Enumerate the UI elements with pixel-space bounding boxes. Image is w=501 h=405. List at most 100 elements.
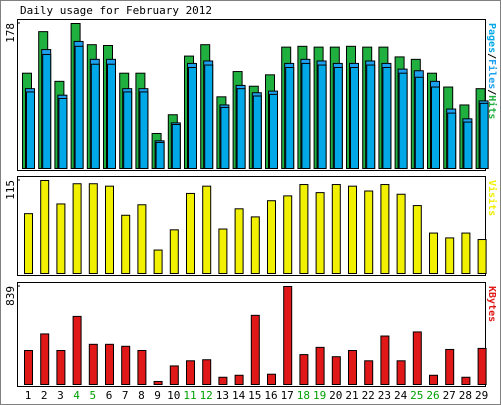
bar	[380, 335, 390, 386]
bar	[477, 239, 487, 275]
bar	[121, 214, 131, 274]
day-label: 1	[25, 389, 32, 402]
y-max-label: 178	[4, 23, 17, 43]
bar	[72, 315, 82, 385]
bar	[72, 183, 82, 275]
bar	[412, 331, 422, 386]
bar	[269, 93, 278, 169]
legend-entry: KBytes	[486, 286, 497, 322]
day-label: 19	[313, 389, 326, 402]
bar	[398, 72, 408, 169]
bar	[218, 228, 228, 275]
bar	[301, 62, 311, 169]
day-label: 17	[281, 389, 294, 402]
bar	[366, 64, 376, 169]
day-label: 15	[248, 389, 261, 402]
bar	[234, 374, 244, 385]
bar	[155, 141, 165, 170]
bar	[236, 88, 246, 169]
bar	[331, 356, 341, 385]
bar	[315, 192, 325, 274]
bar	[107, 63, 116, 169]
bar	[445, 237, 455, 274]
legend-entry: Visits	[486, 180, 498, 216]
day-label: 29	[475, 389, 488, 402]
bar	[40, 333, 50, 386]
bar	[24, 350, 33, 385]
day-label: 9	[154, 389, 161, 402]
bar	[24, 213, 33, 275]
day-label: 28	[459, 389, 472, 402]
bar	[90, 63, 100, 169]
day-label: 24	[394, 389, 408, 402]
legend-separator: /	[486, 89, 497, 95]
day-label: 23	[378, 389, 391, 402]
day-label: 5	[89, 389, 96, 402]
bar	[169, 229, 179, 274]
bar	[267, 373, 276, 386]
day-label: 3	[57, 389, 64, 402]
bar	[380, 184, 390, 274]
bar	[74, 45, 84, 169]
bar	[396, 360, 406, 386]
day-label: 25	[410, 389, 423, 402]
day-label: 13	[216, 389, 229, 402]
day-label: 8	[138, 389, 145, 402]
bar	[88, 183, 98, 275]
bar	[250, 314, 260, 385]
day-label: 14	[232, 389, 246, 402]
bar	[105, 343, 114, 385]
bar	[431, 86, 440, 169]
bar	[299, 354, 309, 386]
day-label: 6	[106, 389, 113, 402]
bar	[58, 97, 68, 169]
day-label: 12	[200, 389, 213, 402]
bar	[218, 376, 228, 386]
bar	[331, 184, 341, 274]
day-label: 20	[329, 389, 342, 402]
bar	[285, 66, 295, 169]
bar	[220, 106, 230, 169]
y-max-label: 115	[4, 180, 17, 200]
bar	[333, 66, 343, 169]
bar	[461, 232, 471, 274]
bar	[139, 91, 149, 169]
bar	[412, 205, 422, 274]
legend: KBytes	[486, 286, 497, 322]
bar	[283, 195, 293, 274]
day-label: 26	[426, 389, 439, 402]
legend-entry: Hits	[486, 95, 498, 119]
day-label: 2	[41, 389, 48, 402]
bar	[234, 208, 244, 275]
bar	[317, 64, 327, 169]
legend: Visits	[486, 180, 498, 216]
bar	[56, 350, 66, 385]
bar	[350, 66, 359, 169]
bar	[267, 200, 276, 274]
bar	[364, 190, 374, 274]
bar	[186, 360, 195, 386]
bar	[105, 185, 114, 274]
day-label: 21	[345, 389, 358, 402]
title-box	[16, 4, 197, 19]
bar	[382, 66, 392, 169]
bar	[153, 380, 163, 385]
legend-entry: Pages	[486, 23, 497, 53]
day-label: 7	[122, 389, 129, 402]
y-max-label: 839	[4, 286, 17, 306]
bar	[250, 216, 260, 275]
bar	[414, 76, 424, 169]
bar	[252, 95, 262, 169]
bar	[169, 365, 179, 385]
bar	[56, 203, 66, 275]
bar	[315, 346, 325, 385]
bar	[429, 374, 438, 385]
bar	[463, 121, 473, 169]
bar	[348, 350, 357, 385]
bar	[123, 91, 133, 169]
bar	[364, 360, 374, 386]
bar	[445, 348, 455, 385]
day-label: 11	[183, 389, 196, 402]
bar	[26, 91, 35, 169]
